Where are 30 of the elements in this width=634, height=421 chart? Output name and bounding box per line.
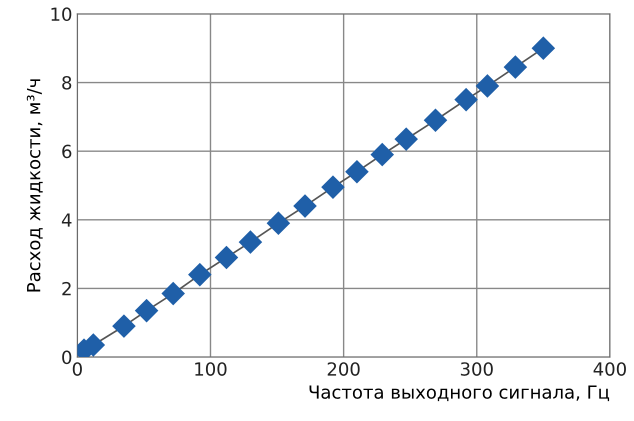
y-tick-label: 2 (62, 282, 71, 296)
x-tick-label: 0 (72, 362, 82, 376)
point (424, 108, 447, 132)
y-axis-title: Расход жидкости, м³/ч (26, 79, 43, 292)
point (476, 74, 499, 98)
point (532, 36, 555, 60)
y-tick-label: 6 (62, 144, 72, 158)
point (162, 282, 185, 306)
point (504, 56, 527, 79)
point (294, 194, 317, 218)
point (188, 263, 212, 286)
point (112, 314, 136, 338)
y-tick-label: 10 (51, 7, 72, 22)
point (454, 88, 478, 112)
point (321, 176, 344, 199)
point (394, 128, 418, 151)
x-tick-label: 400 (594, 362, 626, 376)
point (135, 299, 158, 322)
point (238, 230, 262, 254)
point (266, 212, 290, 235)
x-tick-label: 200 (328, 362, 360, 376)
point (345, 160, 368, 184)
point (214, 246, 238, 269)
y-tick-label: 0 (62, 350, 72, 364)
point (370, 143, 394, 166)
x-tick-label: 100 (195, 362, 227, 376)
x-tick-label: 300 (460, 362, 493, 376)
y-tick-label: 8 (62, 76, 72, 90)
y-tick-label: 4 (62, 213, 72, 227)
x-axis-title: Частота выходного сигнала, Гц (310, 385, 610, 402)
